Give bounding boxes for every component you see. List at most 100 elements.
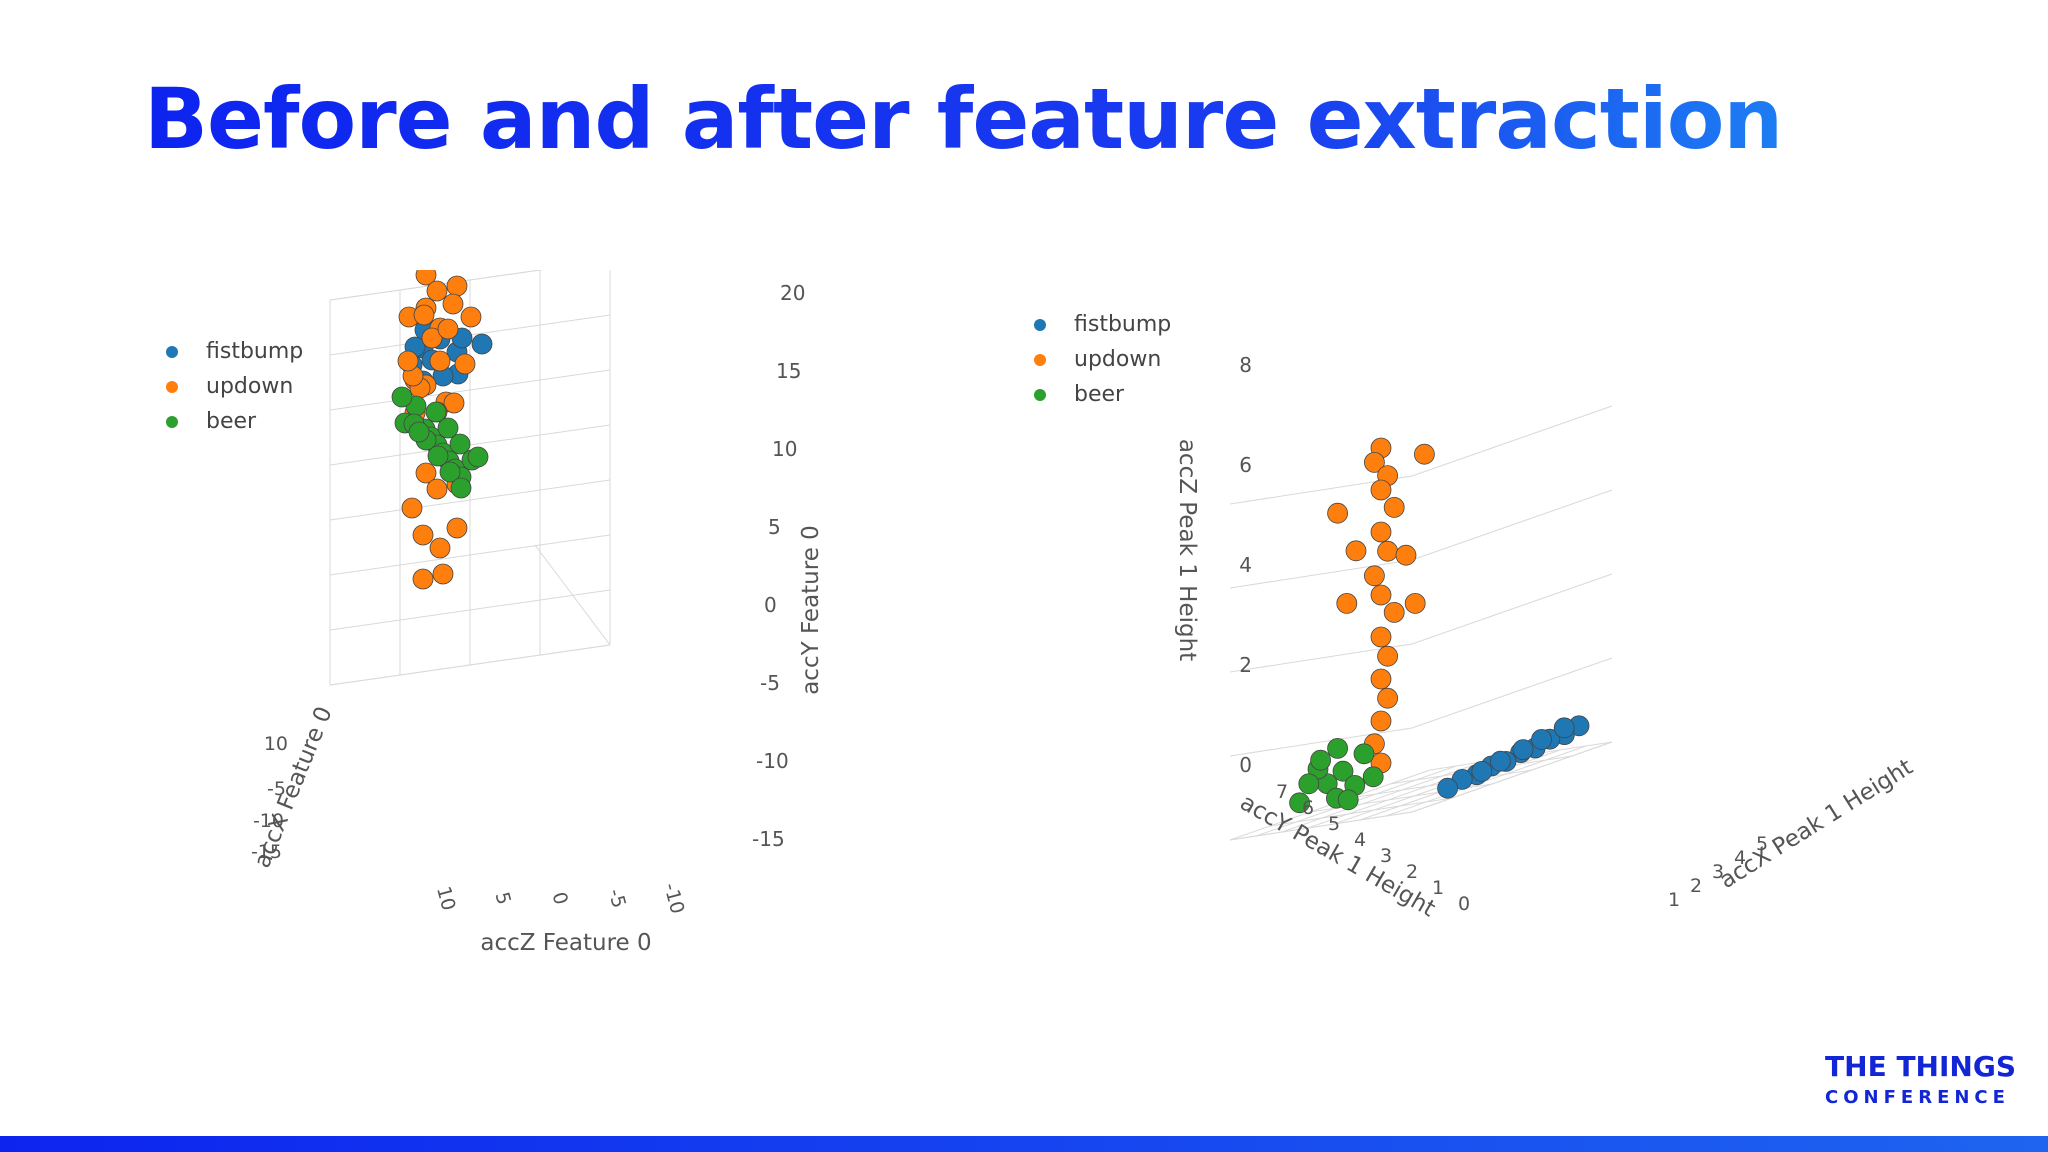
point-beer[interactable]	[1362, 766, 1384, 788]
tick-label-accY: -15	[752, 827, 785, 851]
point-updown[interactable]	[412, 568, 434, 590]
axis-title-accX-peak: accX Peak 1 Height	[1715, 754, 1917, 894]
chart-left-plot[interactable]: 20 15 10 5 0 -5 -10 -15 10 -5 -10 -15 10 5 0 -5 -10 accY…	[140, 270, 860, 990]
legend-beer-swatch	[1034, 388, 1046, 401]
bottom-accent-bar	[0, 1136, 2048, 1152]
legend-label: beer	[1074, 382, 1125, 407]
legend-item-fistbump[interactable]: fistbump	[166, 334, 303, 369]
point-updown[interactable]	[413, 304, 435, 326]
legend-item-beer[interactable]: beer	[1034, 377, 1171, 412]
point-updown[interactable]	[401, 497, 423, 519]
point-updown[interactable]	[1370, 479, 1392, 501]
point-updown[interactable]	[1370, 521, 1392, 543]
point-updown[interactable]	[442, 293, 464, 315]
point-updown[interactable]	[1363, 451, 1385, 473]
point-updown[interactable]	[1377, 645, 1399, 667]
point-updown[interactable]	[429, 350, 451, 372]
legend-item-fistbump[interactable]: fistbump	[1034, 307, 1171, 342]
point-beer[interactable]	[1289, 792, 1311, 814]
tick-label-accY-peak: 4	[1354, 829, 1366, 851]
point-updown[interactable]	[437, 318, 459, 340]
point-updown[interactable]	[1404, 592, 1426, 614]
tick-label-accZ: 10	[432, 884, 460, 913]
point-fistbump[interactable]	[1512, 739, 1534, 761]
legend-label: updown	[1074, 347, 1162, 372]
point-fistbump[interactable]	[1553, 717, 1575, 739]
point-beer[interactable]	[1327, 737, 1349, 759]
point-fistbump[interactable]	[1489, 750, 1511, 772]
tick-label-accY: 10	[772, 437, 797, 461]
point-beer[interactable]	[1298, 773, 1320, 795]
chart-left-legend: fistbump updown beer	[166, 334, 303, 439]
point-beer[interactable]	[1353, 743, 1375, 765]
point-beer[interactable]	[439, 461, 461, 483]
legend-updown-swatch	[166, 380, 178, 393]
point-updown[interactable]	[1370, 626, 1392, 648]
legend-updown-swatch	[1034, 353, 1046, 366]
legend-label: fistbump	[1074, 312, 1172, 337]
point-beer[interactable]	[450, 477, 472, 499]
point-updown[interactable]	[1327, 502, 1349, 524]
tick-label-accY-peak: 5	[1328, 813, 1340, 835]
point-beer[interactable]	[1310, 749, 1332, 771]
point-updown[interactable]	[412, 524, 434, 546]
axis-title-accY: accY Feature 0	[798, 525, 824, 695]
tick-label-accZ: -5	[604, 886, 630, 910]
point-updown[interactable]	[426, 478, 448, 500]
point-fistbump[interactable]	[1471, 760, 1493, 782]
point-updown[interactable]	[415, 270, 437, 286]
legend-item-updown[interactable]: updown	[166, 369, 303, 404]
slide-title: Before and after feature extraction	[144, 70, 1783, 168]
tick-label-accX-peak: 1	[1668, 889, 1680, 911]
legend-item-beer[interactable]: beer	[166, 404, 303, 439]
point-fistbump[interactable]	[1531, 728, 1552, 750]
point-updown[interactable]	[415, 462, 437, 484]
point-updown[interactable]	[429, 537, 451, 559]
point-beer[interactable]	[449, 433, 471, 455]
point-updown[interactable]	[446, 517, 468, 539]
point-updown[interactable]	[1345, 540, 1367, 562]
tick-label-accY: 15	[776, 359, 801, 383]
axis-title-accZ: accZ Feature 0	[480, 930, 651, 956]
point-beer[interactable]	[391, 386, 413, 408]
point-updown[interactable]	[1336, 592, 1358, 614]
point-beer[interactable]	[1337, 789, 1359, 811]
point-updown[interactable]	[1395, 544, 1417, 566]
legend-item-updown[interactable]: updown	[1034, 342, 1171, 377]
point-updown[interactable]	[1370, 710, 1392, 732]
point-updown[interactable]	[432, 563, 454, 585]
point-beer[interactable]	[437, 417, 459, 439]
point-fistbump[interactable]	[471, 333, 493, 355]
tick-label-accY-peak: 0	[1458, 893, 1470, 915]
tick-label-accX-peak: 3	[1712, 861, 1724, 883]
logo-line-2: CONFERENCE	[1825, 1087, 2010, 1108]
tick-label-accZ-peak: 0	[1239, 753, 1252, 777]
point-updown[interactable]	[397, 350, 419, 372]
tick-label-accY-peak: 1	[1432, 877, 1444, 899]
point-beer[interactable]	[425, 401, 447, 423]
point-fistbump[interactable]	[1437, 777, 1459, 799]
point-updown[interactable]	[1383, 496, 1405, 518]
point-updown[interactable]	[421, 327, 443, 349]
point-updown[interactable]	[1363, 565, 1385, 587]
point-beer[interactable]	[467, 446, 489, 468]
point-updown[interactable]	[1370, 584, 1392, 606]
point-beer[interactable]	[408, 421, 430, 443]
tick-label-accY: -5	[760, 671, 780, 695]
point-updown[interactable]	[446, 275, 468, 297]
point-updown[interactable]	[1383, 601, 1405, 623]
point-updown[interactable]	[1413, 443, 1435, 465]
point-updown[interactable]	[1370, 668, 1392, 690]
point-updown[interactable]	[426, 280, 448, 302]
point-updown[interactable]	[443, 392, 465, 414]
tick-label-accZ: -10	[659, 881, 688, 917]
point-beer[interactable]	[427, 445, 449, 467]
point-updown[interactable]	[460, 306, 482, 328]
point-beer[interactable]	[1332, 760, 1354, 782]
point-updown[interactable]	[1377, 687, 1399, 709]
legend-beer-swatch	[166, 415, 178, 428]
point-updown[interactable]	[454, 353, 476, 375]
point-updown[interactable]	[1377, 540, 1399, 562]
tick-label-accX: -5	[267, 778, 286, 800]
